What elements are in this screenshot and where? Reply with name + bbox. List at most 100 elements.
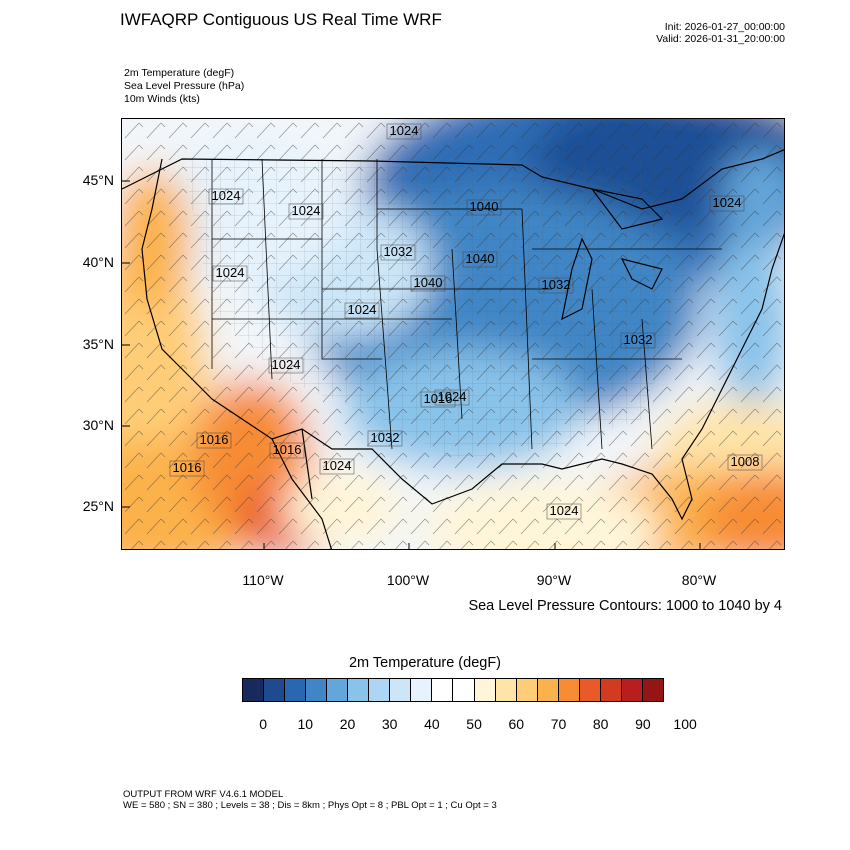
svg-text:1032: 1032 <box>542 277 571 292</box>
colorbar-swatch <box>516 679 538 701</box>
colorbar-tick-label: 50 <box>466 716 482 732</box>
svg-text:1024: 1024 <box>323 458 352 473</box>
colorbar-swatch <box>558 679 580 701</box>
colorbar-swatch <box>243 679 265 701</box>
colorbar-swatch <box>327 679 349 701</box>
svg-text:1024: 1024 <box>713 195 742 210</box>
colorbar-tick-label: 20 <box>339 716 356 732</box>
pressure-label: 1024 <box>268 357 304 374</box>
pressure-label: 1032 <box>538 277 574 294</box>
colorbar-swatch <box>537 679 559 701</box>
svg-text:1024: 1024 <box>438 389 467 404</box>
colorbar-tick-label: 40 <box>424 716 440 732</box>
svg-text:1024: 1024 <box>390 123 419 138</box>
svg-text:1040: 1040 <box>414 275 443 290</box>
colorbar-swatch <box>432 679 454 701</box>
colorbar-tick-label: 60 <box>508 716 525 732</box>
pressure-label: 1024 <box>386 123 422 140</box>
pressure-label: 1016 <box>420 391 456 408</box>
init-time: Init: 2026-01-27_00:00:00 <box>664 21 785 33</box>
axis-ticks <box>122 180 701 549</box>
map-title: IWFAQRP Contiguous US Real Time WRF <box>120 10 442 29</box>
field-list: 2m Temperature (degF) Sea Level Pressure… <box>124 67 244 106</box>
svg-text:1016: 1016 <box>273 442 302 457</box>
colorbar-swatch <box>285 679 307 701</box>
colorbar-swatch <box>411 679 433 701</box>
svg-text:1040: 1040 <box>470 199 499 214</box>
svg-text:1032: 1032 <box>371 430 400 445</box>
svg-text:1008: 1008 <box>731 454 760 469</box>
colorbar-swatch <box>579 679 601 701</box>
pressure-contour-labels: 1024 1024 1024 1024 1024 1024 1024 1032 1040 1040… <box>169 123 763 520</box>
lat-label-45: 45°N <box>82 172 114 188</box>
pressure-label: 1024 <box>546 503 582 520</box>
colorbar-swatch <box>600 679 622 701</box>
lat-label-35: 35°N <box>82 336 114 352</box>
pressure-label: 1040 <box>466 199 502 216</box>
pressure-label: 1032 <box>380 244 416 261</box>
colorbar-swatch <box>621 679 643 701</box>
run-times: Init: 2026-01-27_00:00:00 Valid: 2026-01… <box>656 21 785 45</box>
pressure-label: 1024 <box>212 265 248 282</box>
colorbar-tick-label: 30 <box>381 716 398 732</box>
model-footer: OUTPUT FROM WRF V4.6.1 MODEL WE = 580 ; … <box>123 789 497 811</box>
lat-label-25: 25°N <box>82 498 114 514</box>
pressure-label: 1032 <box>620 332 656 349</box>
svg-text:1024: 1024 <box>348 302 377 317</box>
pressure-label: 1016 <box>196 432 232 449</box>
pressure-label: 1024 <box>709 195 745 212</box>
svg-text:1016: 1016 <box>424 391 453 406</box>
contour-note: Sea Level Pressure Contours: 1000 to 104… <box>468 598 782 614</box>
field-pressure: Sea Level Pressure (hPa) <box>124 80 245 92</box>
state-lines <box>211 158 722 450</box>
pressure-label: 1024 <box>434 389 470 406</box>
lat-label-30: 30°N <box>82 417 114 433</box>
weather-map: 1024 1024 1024 1024 1024 1024 1024 1032 1040 1040… <box>121 118 785 550</box>
pressure-label: 1024 <box>208 188 244 205</box>
svg-text:1024: 1024 <box>292 203 321 218</box>
svg-text:1016: 1016 <box>173 460 202 475</box>
svg-text:1032: 1032 <box>624 332 653 347</box>
colorbar-tick-label: 90 <box>635 716 651 732</box>
lon-label-80: 80°W <box>681 572 717 588</box>
temperature-colorbar <box>242 678 664 702</box>
model-version: OUTPUT FROM WRF V4.6.1 MODEL <box>123 789 284 800</box>
pressure-label: 1016 <box>269 442 305 459</box>
map-canvas: 1024 1024 1024 1024 1024 1024 1024 1032 1040 1040… <box>122 119 784 549</box>
pressure-label: 1016 <box>169 460 205 477</box>
colorbar-title: 2m Temperature (degF) <box>348 655 502 671</box>
field-temperature: 2m Temperature (degF) <box>124 67 235 79</box>
colorbar-tick-label: 70 <box>550 716 567 732</box>
pressure-label: 1040 <box>410 275 446 292</box>
colorbar-swatch <box>453 679 475 701</box>
svg-text:1024: 1024 <box>272 357 301 372</box>
pressure-label: 1032 <box>367 430 403 447</box>
colorbar-swatch <box>390 679 412 701</box>
lat-label-40: 40°N <box>82 254 114 270</box>
svg-text:1024: 1024 <box>212 188 241 203</box>
svg-text:1024: 1024 <box>216 265 245 280</box>
lon-label-110: 110°W <box>242 572 284 588</box>
svg-text:1032: 1032 <box>384 244 413 259</box>
borders <box>122 149 784 549</box>
pressure-label: 1024 <box>288 203 324 220</box>
svg-text:1024: 1024 <box>550 503 579 518</box>
colorbar-swatch <box>495 679 517 701</box>
field-winds: 10m Winds (kts) <box>124 93 200 105</box>
colorbar-swatch <box>642 679 663 701</box>
colorbar-swatch <box>306 679 328 701</box>
colorbar-swatch <box>264 679 286 701</box>
svg-text:1016: 1016 <box>200 432 229 447</box>
pressure-label: 1024 <box>344 302 380 319</box>
lon-label-90: 90°W <box>536 572 572 588</box>
colorbar-tick-label: 100 <box>673 716 697 732</box>
colorbar-tick-label: 0 <box>259 716 267 732</box>
pressure-label: 1040 <box>462 251 498 268</box>
pressure-label: 1024 <box>319 458 355 475</box>
svg-text:1040: 1040 <box>466 251 495 266</box>
colorbar-swatch <box>348 679 370 701</box>
colorbar-swatch <box>474 679 496 701</box>
lon-label-100: 100°W <box>386 572 430 588</box>
colorbar-swatch <box>369 679 391 701</box>
model-config: WE = 580 ; SN = 380 ; Levels = 38 ; Dis … <box>123 800 497 811</box>
